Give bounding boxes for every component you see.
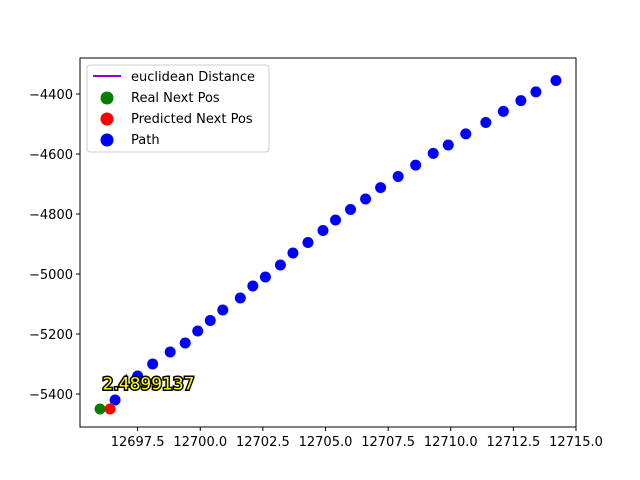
x-tick-label: 12700.0: [173, 435, 227, 450]
path-point: [345, 204, 357, 215]
axis-ticks: 12697.5 12700.0 12702.5 12705.0 12707.5 12710…: [29, 88, 603, 450]
legend-label-path: Path: [131, 133, 160, 148]
path-point: [480, 117, 492, 128]
legend: euclidean Distance Real Next Pos Predict…: [86, 64, 270, 153]
x-tick-label: 12697.5: [111, 435, 165, 450]
path-point: [147, 358, 159, 370]
path-point: [427, 147, 439, 159]
path-point: [375, 182, 387, 194]
x-tick-label: 12702.5: [236, 435, 290, 450]
path-point: [287, 247, 299, 259]
path-point: [132, 370, 144, 382]
path-point: [109, 394, 121, 406]
legend-label-distance: euclidean Distance: [131, 70, 255, 85]
annotations: 2.4899137: [101, 373, 196, 396]
path-point: [497, 105, 509, 117]
path-point: [204, 315, 216, 326]
x-tick-label: 12707.5: [361, 435, 415, 450]
path-point: [302, 237, 314, 248]
path-point: [234, 292, 246, 304]
legend-box: [86, 64, 270, 153]
path-point: [530, 86, 542, 98]
x-tick-label: 12705.0: [299, 435, 353, 450]
y-tick-label: −5200: [29, 328, 73, 343]
path-series: [109, 75, 562, 406]
path-point: [360, 193, 372, 205]
path-point: [392, 171, 404, 182]
path-point: [247, 280, 259, 292]
legend-marker-real: [100, 91, 114, 105]
path-point: [274, 259, 286, 271]
path-point: [410, 159, 422, 171]
plot-frame: [79, 57, 577, 428]
path-point: [330, 214, 342, 226]
legend-label-real: Real Next Pos: [131, 91, 220, 106]
y-tick-label: −4800: [29, 208, 73, 223]
y-tick-label: −5400: [29, 388, 73, 403]
path-point: [317, 225, 329, 236]
legend-marker-predicted: [100, 112, 114, 126]
position-markers: [94, 403, 116, 415]
predicted-next-pos-point: [104, 403, 116, 415]
legend-label-predicted: Predicted Next Pos: [131, 112, 253, 127]
path-point: [179, 337, 191, 349]
path-point: [217, 304, 229, 316]
x-tick-label: 12712.5: [486, 435, 540, 450]
path-point: [550, 75, 562, 86]
distance-annotation: 2.4899137: [103, 375, 195, 395]
y-tick-label: −4400: [29, 88, 73, 103]
path-point: [192, 325, 204, 337]
path-point: [442, 139, 454, 151]
path-point: [460, 128, 472, 140]
path-point: [259, 271, 271, 283]
y-tick-label: −4600: [29, 148, 73, 163]
y-tick-label: −5000: [29, 268, 73, 283]
x-tick-label: 12710.0: [424, 435, 478, 450]
path-point: [515, 95, 527, 107]
x-tick-label: 12715.0: [549, 435, 603, 450]
real-next-pos-point: [94, 403, 106, 415]
legend-marker-path: [100, 133, 114, 147]
path-point: [164, 346, 176, 358]
